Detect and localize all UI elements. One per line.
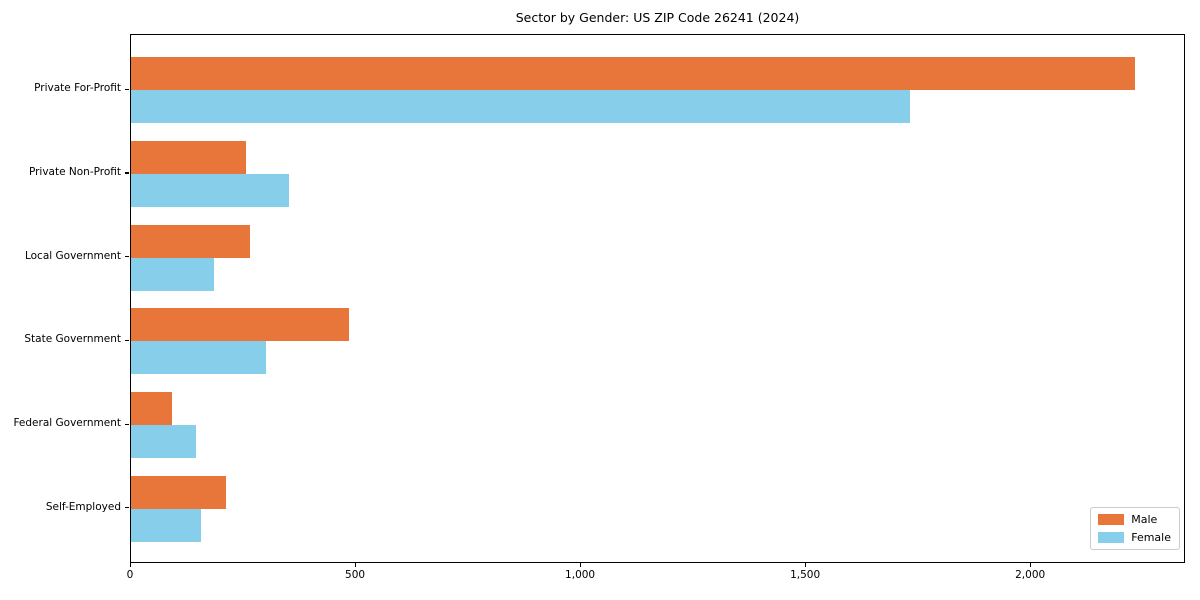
legend-item-female: Female [1098, 531, 1171, 544]
y-tick-mark [125, 507, 129, 509]
y-tick-mark [125, 172, 129, 174]
bar-female-1 [131, 173, 289, 207]
x-tick-mark [1030, 563, 1032, 567]
x-tick-label-0: 0 [126, 569, 134, 581]
x-tick-label-3: 1,500 [790, 569, 821, 581]
x-tick-label-1: 500 [345, 569, 366, 581]
x-tick-mark [805, 563, 807, 567]
bar-male-0 [131, 57, 1135, 91]
y-tick-mark [125, 339, 129, 342]
x-tick-label-2: 1,000 [565, 569, 596, 581]
bar-female-5 [131, 508, 201, 542]
x-tick-mark [580, 563, 582, 567]
y-tick-label-1: Private Non-Profit [28, 165, 121, 178]
y-tick-mark [125, 423, 129, 425]
legend: Male Female [1090, 507, 1180, 550]
legend-label-female: Female [1131, 531, 1171, 544]
x-tick-label-4: 2,000 [1015, 569, 1046, 581]
bar-female-0 [131, 90, 910, 124]
legend-label-male: Male [1131, 513, 1158, 526]
y-tick-mark [125, 256, 129, 258]
x-tick-mark [355, 563, 357, 567]
bar-male-2 [131, 224, 251, 258]
y-tick-label-4: Federal Government [13, 417, 121, 430]
bar-male-4 [131, 392, 172, 426]
chart-title: Sector by Gender: US ZIP Code 26241 (202… [515, 10, 800, 25]
y-tick-label-0: Private For-Profit [34, 82, 121, 95]
legend-swatch-female [1098, 532, 1125, 543]
bar-female-2 [131, 257, 215, 291]
y-tick-label-3: State Government [24, 333, 121, 346]
y-tick-label-2: Local Government [24, 249, 121, 262]
legend-swatch-male [1098, 514, 1125, 525]
plot-area: Male Female [130, 34, 1185, 563]
y-tick-label-5: Self-Employed [45, 500, 121, 513]
bar-male-5 [131, 475, 226, 509]
legend-item-male: Male [1098, 513, 1171, 526]
bar-female-4 [131, 425, 197, 459]
bar-male-3 [131, 308, 350, 342]
bar-male-1 [131, 140, 246, 174]
y-tick-mark [125, 88, 129, 90]
bar-female-3 [131, 341, 267, 375]
x-tick-mark [130, 563, 132, 567]
